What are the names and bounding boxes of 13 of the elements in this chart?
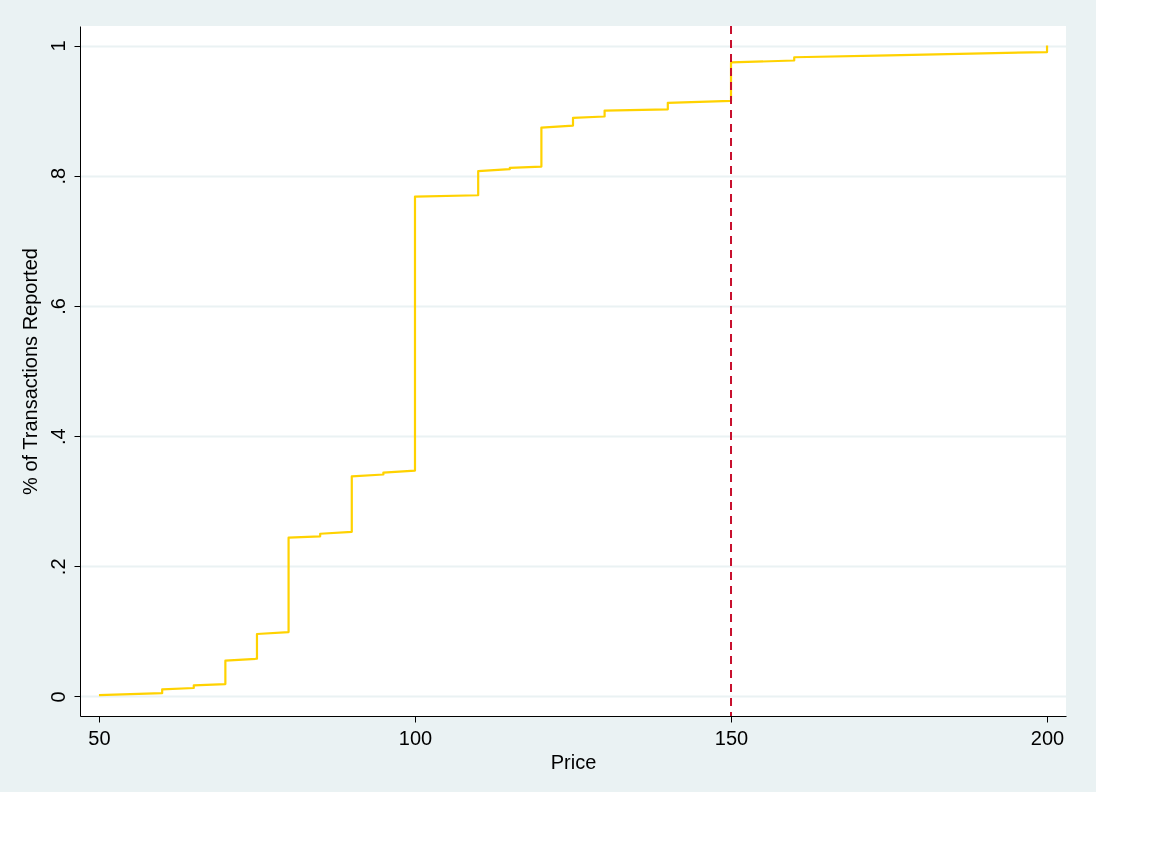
x-tick-label: 50 (88, 726, 111, 749)
y-tick-label: .8 (46, 167, 69, 185)
x-tick-label: 200 (1030, 726, 1065, 749)
x-tick-label: 150 (714, 726, 749, 749)
line-series (97, 44, 1049, 697)
x-axis-title: Price (550, 750, 597, 773)
y-tick-label: .4 (46, 428, 69, 445)
y-axis-title: % of Transactions Reported (18, 248, 41, 495)
y-tick-label: .2 (46, 558, 69, 576)
y-tick-label: .6 (46, 298, 69, 315)
y-tick-label: 0 (46, 691, 69, 703)
y-tick-label: 1 (46, 40, 69, 52)
x-tick-label: 100 (398, 726, 433, 749)
